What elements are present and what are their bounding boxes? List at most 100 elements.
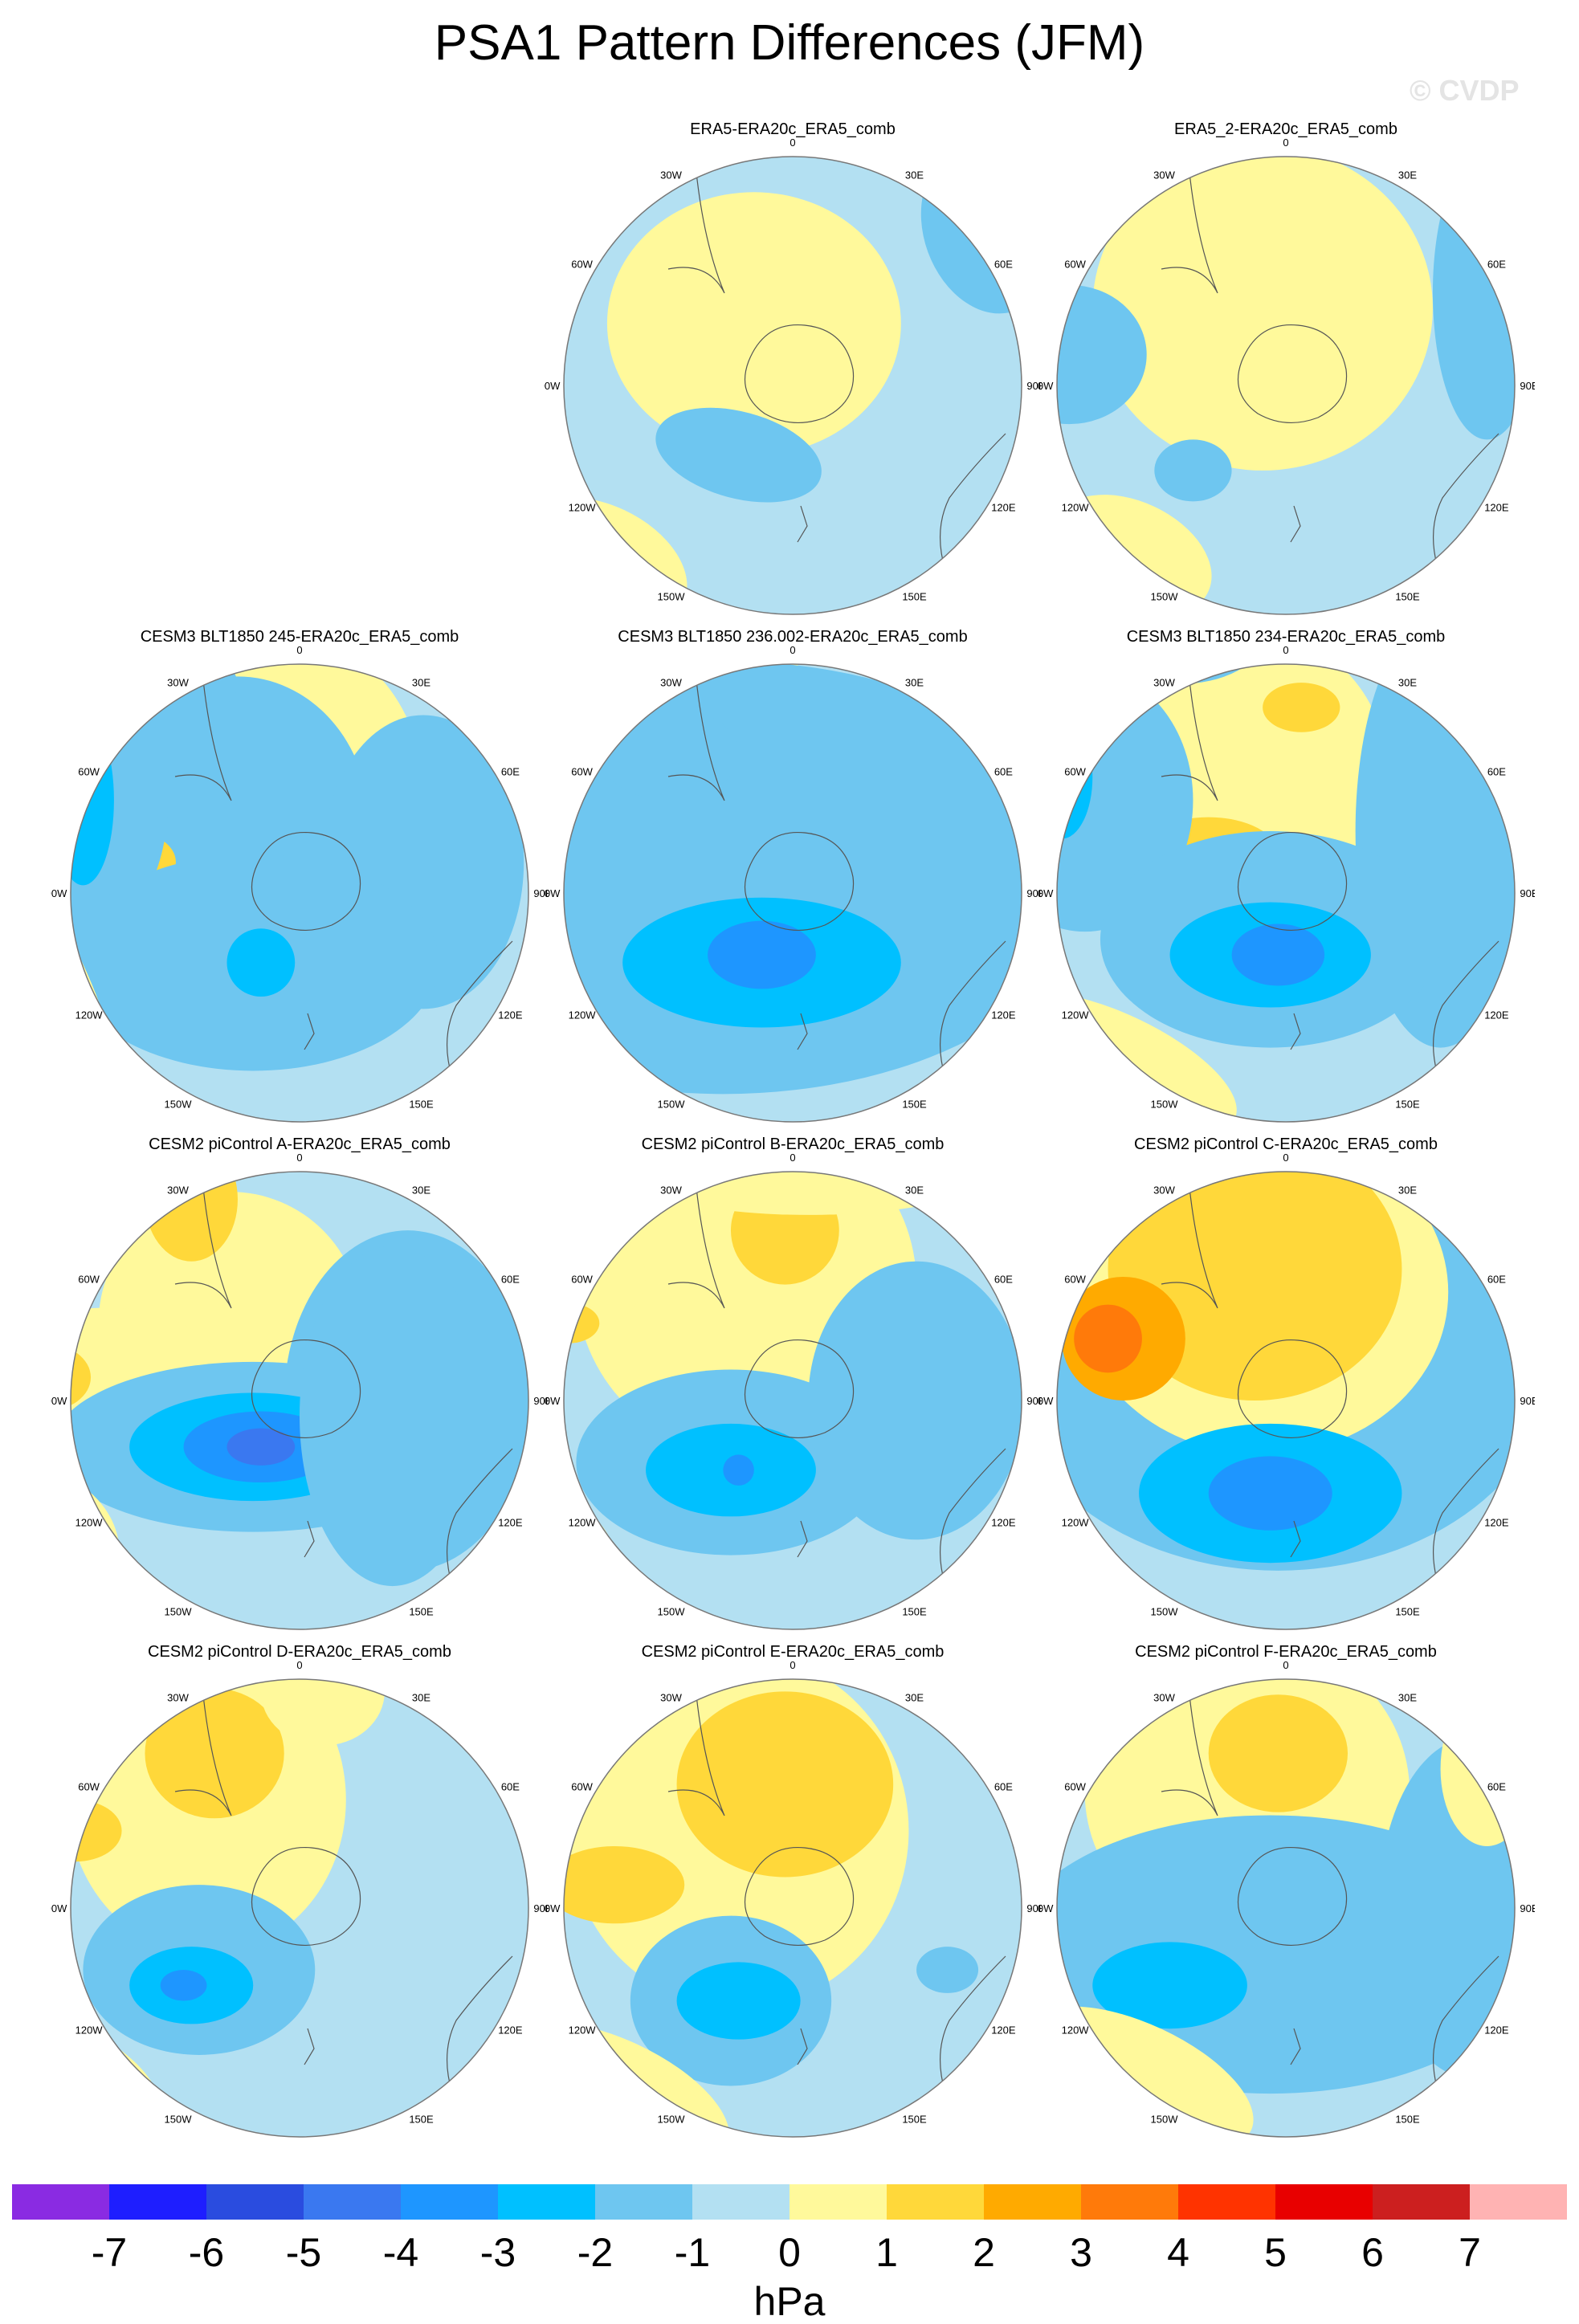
contour-region	[723, 1454, 754, 1486]
longitude-label: 60E	[994, 1781, 1013, 1793]
map-panel: CESM3 BLT1850 236.002-ERA20c_ERA5_comb 0…	[544, 628, 1042, 1126]
longitude-label: 120E	[1484, 1517, 1509, 1529]
longitude-label: 30W	[660, 677, 682, 689]
longitude-label: 120W	[1062, 1517, 1090, 1529]
longitude-label: 120W	[1062, 1009, 1090, 1021]
longitude-label: 60E	[1487, 1781, 1506, 1793]
map-figure: 030E60E90E120E150E180150W120W90W60W30W	[51, 1659, 549, 2138]
longitude-label: 120W	[569, 1517, 597, 1529]
map-border	[563, 663, 1022, 1123]
south-america-coastline	[667, 1187, 725, 1309]
longitude-label: 30E	[412, 1692, 430, 1704]
colorbar-swatch	[109, 2184, 206, 2220]
longitude-label: 30E	[1398, 1184, 1417, 1197]
panel-title: CESM2 piControl F-ERA20c_ERA5_comb	[1135, 1643, 1437, 1661]
longitude-label: 120W	[75, 2024, 104, 2037]
australia-coastline	[1433, 940, 1499, 1078]
longitude-label: 120E	[498, 2024, 523, 2037]
panel-title: CESM2 piControl E-ERA20c_ERA5_comb	[641, 1643, 945, 1661]
longitude-label: 90W	[51, 887, 67, 899]
contour-field	[1057, 1679, 1515, 2137]
map-border	[70, 663, 529, 1123]
contour-region	[1231, 923, 1325, 986]
longitude-label: 0	[296, 1659, 302, 1671]
contour-region	[808, 1261, 1022, 1540]
colorbar: -7 -6 -5 -4 -3 -2 -1 0 1 2 3 4 5 6 7 hPa	[12, 2184, 1567, 2324]
antarctica-coastline	[744, 1339, 855, 1439]
map-figure: 030E60E90E120E150E180150W120W90W60W30W	[1037, 644, 1535, 1123]
map-figure: 030E60E90E120E150E180150W120W90W60W30W	[544, 1152, 1042, 1630]
colorbar-swatch	[401, 2184, 498, 2220]
longitude-label: 60E	[501, 766, 520, 778]
longitude-label: 150E	[1395, 1098, 1420, 1110]
longitude-label: 30E	[1398, 677, 1417, 689]
longitude-label: 120E	[498, 1009, 523, 1021]
map-figure: 030E60E90E120E150E180150W120W90W60W30W	[544, 1659, 1042, 2138]
new-zealand-coastline	[797, 1520, 808, 1558]
contour-region	[1074, 1304, 1142, 1373]
longitude-label: 30W	[660, 169, 682, 181]
contour-region	[1378, 1738, 1515, 2078]
longitude-label: 150E	[1395, 2113, 1420, 2125]
longitude-label: 30E	[905, 169, 924, 181]
longitude-label: 90W	[1037, 1902, 1054, 1914]
longitude-label: 90W	[1037, 380, 1054, 392]
longitude-label: 90E	[1026, 380, 1042, 392]
longitude-label: 30W	[1153, 169, 1175, 181]
longitude-label: 30E	[905, 1184, 924, 1197]
contour-region	[226, 928, 296, 997]
contour-region	[606, 192, 901, 455]
longitude-label: 150E	[902, 2113, 927, 2125]
figure-title: PSA1 Pattern Differences (JFM)	[434, 15, 1145, 71]
colorbar-swatch	[1275, 2184, 1373, 2220]
south-america-coastline	[174, 679, 232, 801]
antarctica-coastline	[744, 324, 855, 424]
australia-coastline	[447, 1955, 513, 2094]
longitude-label: 150E	[902, 1098, 927, 1110]
cvdp-watermark: © CVDP	[1410, 74, 1520, 107]
contour-region	[1092, 1942, 1247, 2029]
colorbar-swatch	[304, 2184, 401, 2220]
contour-field	[71, 664, 528, 1122]
longitude-label: 30E	[412, 1184, 430, 1197]
australia-coastline	[940, 1448, 1006, 1586]
longitude-label: 150W	[1151, 1098, 1179, 1110]
contour-region	[1154, 439, 1232, 502]
colorbar-tick-label: 5	[1264, 2230, 1287, 2275]
colorbar-swatch	[984, 2184, 1081, 2220]
longitude-label: 120W	[569, 502, 597, 514]
map-border	[70, 1171, 529, 1630]
longitude-label: 150W	[658, 1605, 686, 1617]
longitude-label: 60W	[1064, 259, 1086, 271]
longitude-label: 60W	[78, 1781, 100, 1793]
antarctica-coastline	[744, 831, 855, 932]
longitude-label: 90W	[544, 1902, 561, 1914]
map-panel: CESM3 BLT1850 245-ERA20c_ERA5_comb 0 30E 6…	[51, 628, 549, 1126]
longitude-label: 90W	[51, 1395, 67, 1407]
longitude-label: 60W	[571, 1274, 593, 1286]
panel-title: CESM2 piControl D-ERA20c_ERA5_comb	[148, 1643, 451, 1661]
contour-region	[916, 1947, 979, 1993]
longitude-label: 0	[790, 1659, 795, 1671]
longitude-label: 90E	[1520, 1902, 1535, 1914]
longitude-label: 120E	[1484, 2024, 1509, 2037]
colorbar-tick-label: 2	[973, 2230, 995, 2275]
map-panel: CESM2 piControl B-ERA20c_ERA5_comb 0 30E 6…	[544, 1135, 1042, 1633]
longitude-label: 0	[1283, 1659, 1288, 1671]
map-panel: CESM2 piControl C-ERA20c_ERA5_comb 0 30E 6…	[1037, 1135, 1535, 1633]
map-figure: 030E60E90E120E150E180150W120W90W60W30W	[1037, 137, 1535, 615]
colorbar-swatch	[1373, 2184, 1470, 2220]
panel-title: CESM2 piControl B-ERA20c_ERA5_comb	[641, 1135, 945, 1153]
longitude-label: 90W	[544, 887, 561, 899]
contour-region	[145, 1688, 284, 1819]
map-panel: ERA5-ERA20c_ERA5_comb 0 30E 60E 90E 120E 150E…	[544, 120, 1042, 618]
colorbar-swatch	[1470, 2184, 1567, 2220]
colorbar-swatch	[692, 2184, 790, 2220]
colorbar-swatch	[1081, 2184, 1178, 2220]
contour-region	[599, 707, 739, 801]
contour-region	[260, 1679, 385, 1746]
colorbar-tick-label: -3	[480, 2230, 516, 2275]
longitude-label: 120E	[991, 1009, 1016, 1021]
map-border	[563, 1678, 1022, 2138]
panel-title: CESM3 BLT1850 236.002-ERA20c_ERA5_comb	[618, 628, 968, 646]
